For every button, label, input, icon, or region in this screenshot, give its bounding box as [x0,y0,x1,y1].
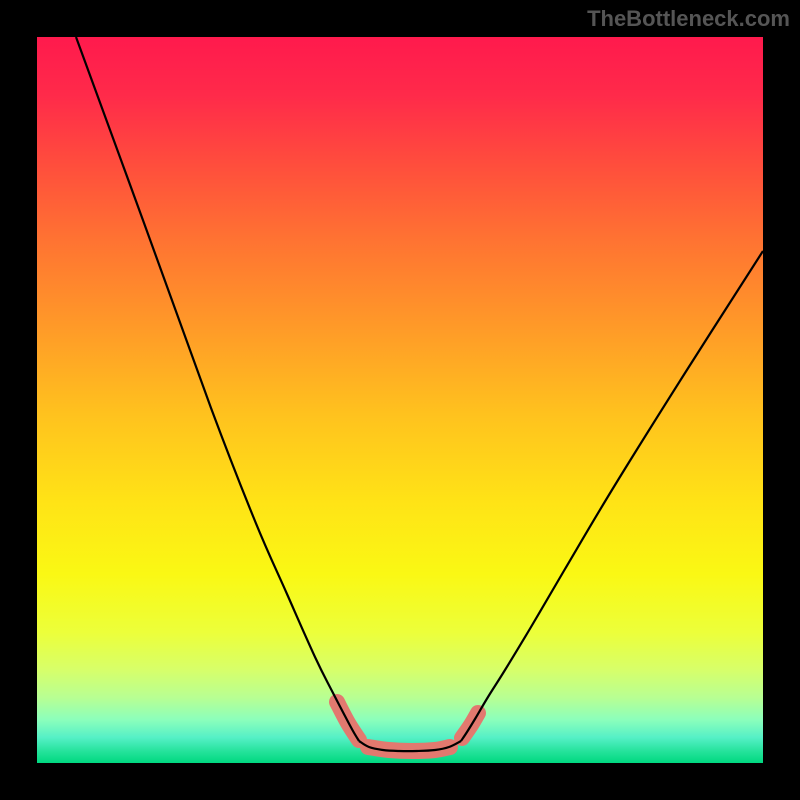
bottleneck-chart [37,37,763,763]
watermark-text: TheBottleneck.com [587,6,790,32]
chart-svg [37,37,763,763]
chart-background [37,37,763,763]
